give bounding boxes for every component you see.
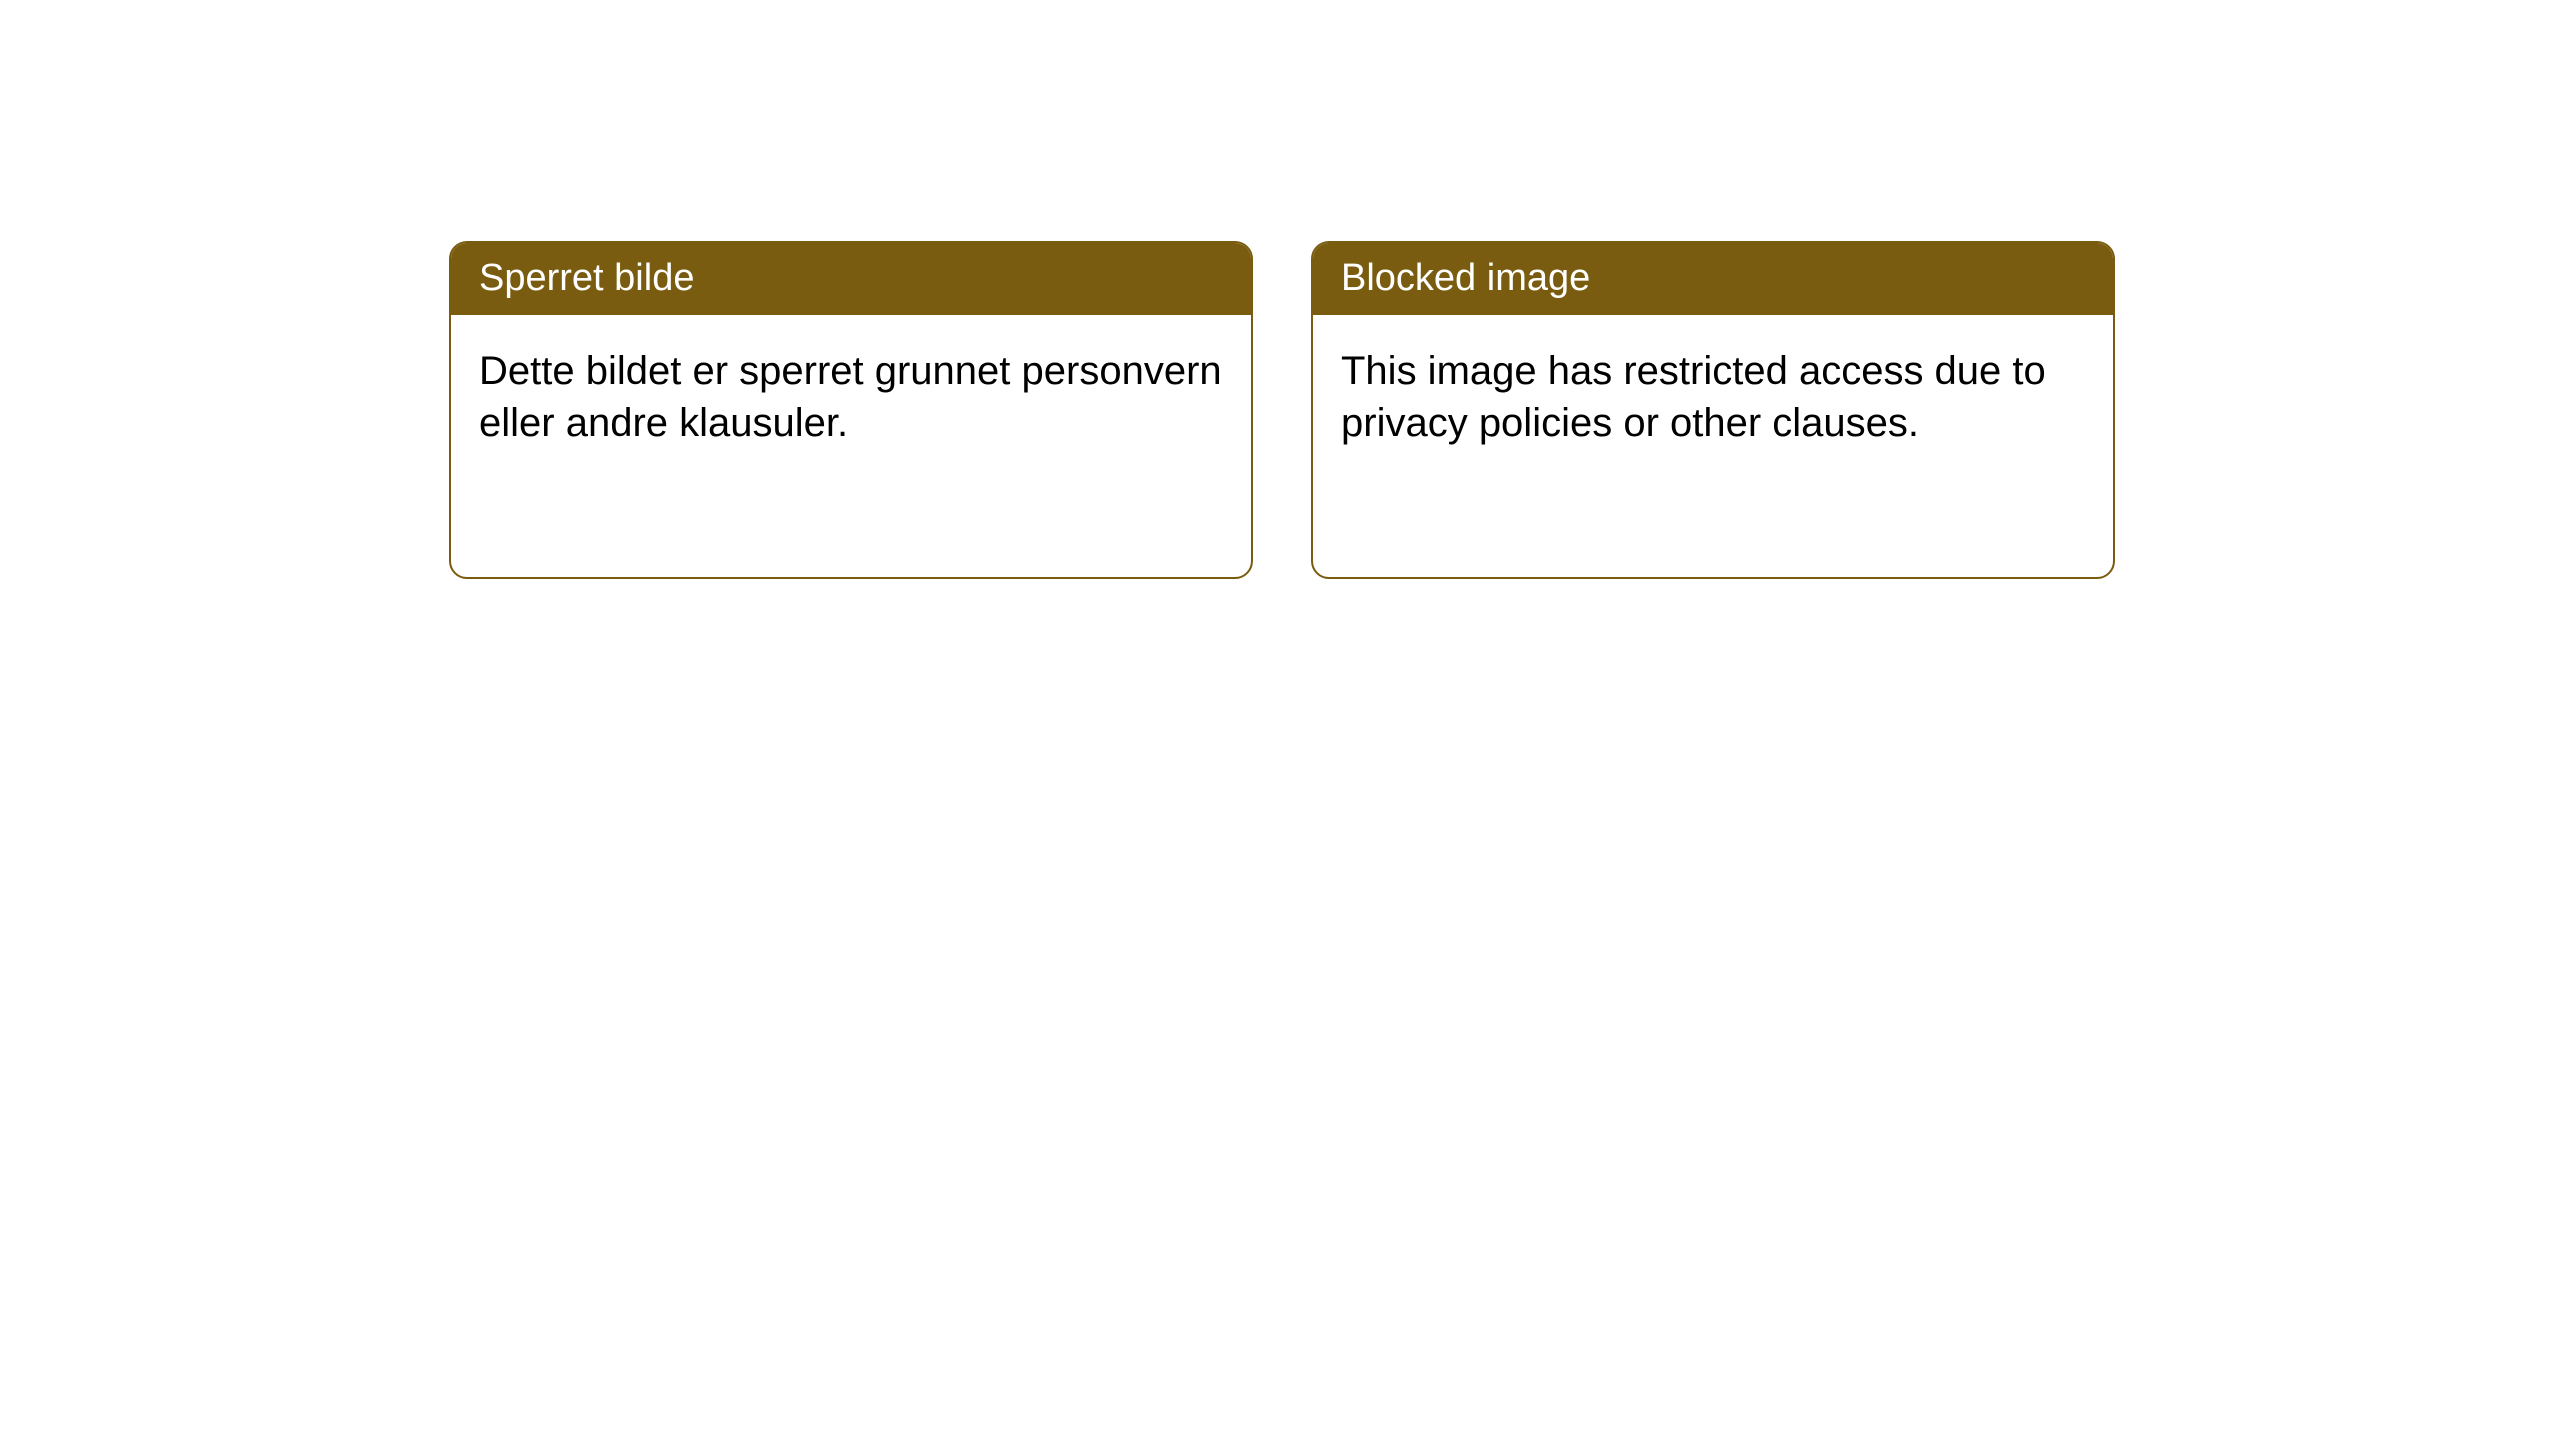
notice-body-text: Dette bildet er sperret grunnet personve…	[479, 349, 1222, 446]
notice-body: Dette bildet er sperret grunnet personve…	[451, 315, 1251, 577]
notice-header: Blocked image	[1313, 243, 2113, 315]
notice-body-text: This image has restricted access due to …	[1341, 349, 2046, 446]
notice-title: Blocked image	[1341, 257, 1590, 299]
notice-card-english: Blocked image This image has restricted …	[1311, 241, 2115, 579]
notice-header: Sperret bilde	[451, 243, 1251, 315]
notice-card-norwegian: Sperret bilde Dette bildet er sperret gr…	[449, 241, 1253, 579]
notice-title: Sperret bilde	[479, 257, 694, 299]
notice-body: This image has restricted access due to …	[1313, 315, 2113, 577]
notice-container: Sperret bilde Dette bildet er sperret gr…	[449, 241, 2115, 579]
